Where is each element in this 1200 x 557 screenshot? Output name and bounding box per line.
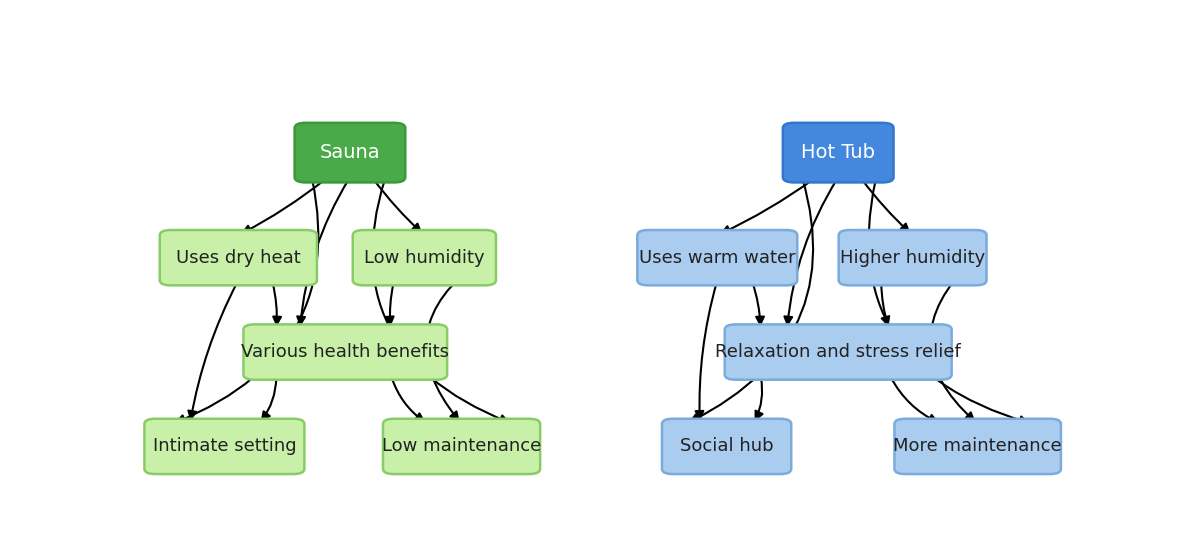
FancyBboxPatch shape [839, 230, 986, 285]
FancyBboxPatch shape [160, 230, 317, 285]
Text: Hot Tub: Hot Tub [802, 143, 875, 162]
Text: Low maintenance: Low maintenance [382, 437, 541, 456]
FancyBboxPatch shape [353, 230, 496, 285]
Text: Higher humidity: Higher humidity [840, 248, 985, 267]
FancyBboxPatch shape [637, 230, 797, 285]
Text: Various health benefits: Various health benefits [241, 343, 449, 361]
FancyBboxPatch shape [144, 419, 305, 474]
FancyBboxPatch shape [662, 419, 791, 474]
Text: Intimate setting: Intimate setting [152, 437, 296, 456]
Text: Low humidity: Low humidity [364, 248, 485, 267]
FancyBboxPatch shape [782, 123, 894, 183]
Text: Uses warm water: Uses warm water [638, 248, 796, 267]
Text: Relaxation and stress relief: Relaxation and stress relief [715, 343, 961, 361]
FancyBboxPatch shape [244, 324, 448, 380]
FancyBboxPatch shape [295, 123, 406, 183]
FancyBboxPatch shape [383, 419, 540, 474]
FancyBboxPatch shape [894, 419, 1061, 474]
Text: Sauna: Sauna [319, 143, 380, 162]
Text: More maintenance: More maintenance [893, 437, 1062, 456]
Text: Uses dry heat: Uses dry heat [176, 248, 301, 267]
FancyBboxPatch shape [725, 324, 952, 380]
Text: Social hub: Social hub [679, 437, 774, 456]
